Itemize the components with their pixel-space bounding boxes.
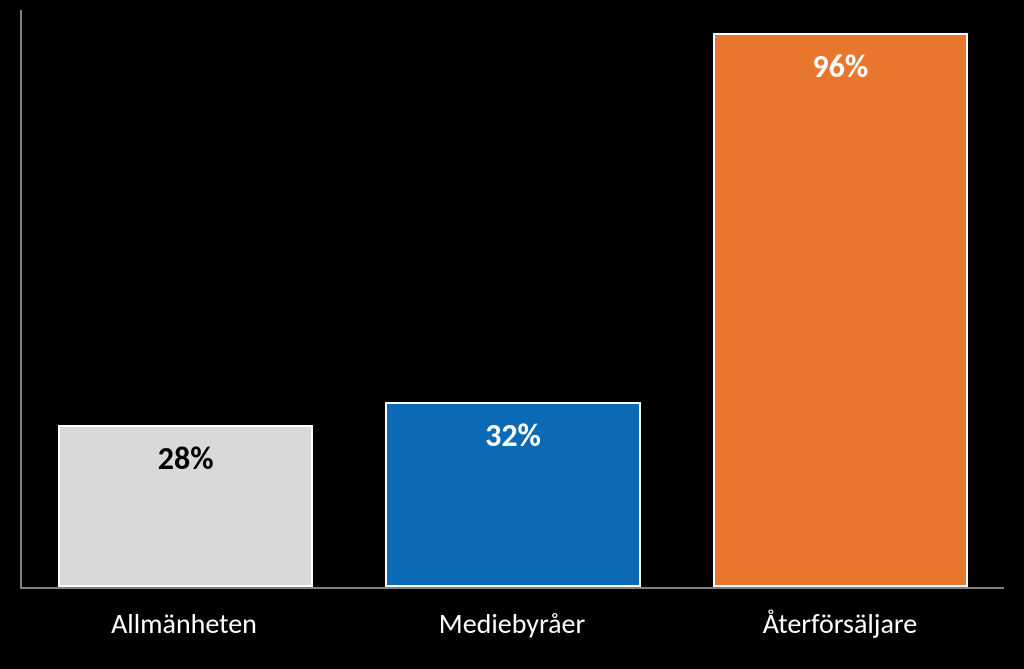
- bar-slot: 28%: [22, 10, 349, 587]
- x-tick-label: Allmänheten: [20, 606, 348, 641]
- x-tick-label: Mediebyråer: [348, 606, 676, 641]
- bar-value-label: 96%: [715, 47, 966, 86]
- x-axis: Allmänheten Mediebyråer Återförsäljare: [20, 606, 1004, 641]
- x-tick-label: Återförsäljare: [676, 606, 1004, 641]
- bar-slot: 96%: [677, 10, 1004, 587]
- bar-slot: 32%: [349, 10, 676, 587]
- bar-value-label: 28%: [60, 439, 311, 478]
- bar-aterforsaljare: 96%: [713, 33, 968, 587]
- bar-value-label: 32%: [387, 416, 638, 455]
- plot-area: 28% 32% 96%: [20, 10, 1004, 589]
- bar-chart: 28% 32% 96% Allmänheten Mediebyråer Åter…: [0, 0, 1024, 669]
- bar-mediebyraer: 32%: [385, 402, 640, 587]
- bar-allmanheten: 28%: [58, 425, 313, 587]
